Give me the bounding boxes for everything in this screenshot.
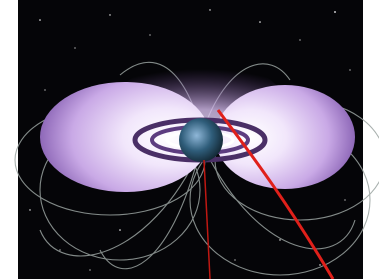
- earth: [179, 118, 223, 162]
- page: [0, 0, 379, 279]
- belt-right-lobe: [215, 85, 355, 189]
- illustration: [0, 0, 379, 279]
